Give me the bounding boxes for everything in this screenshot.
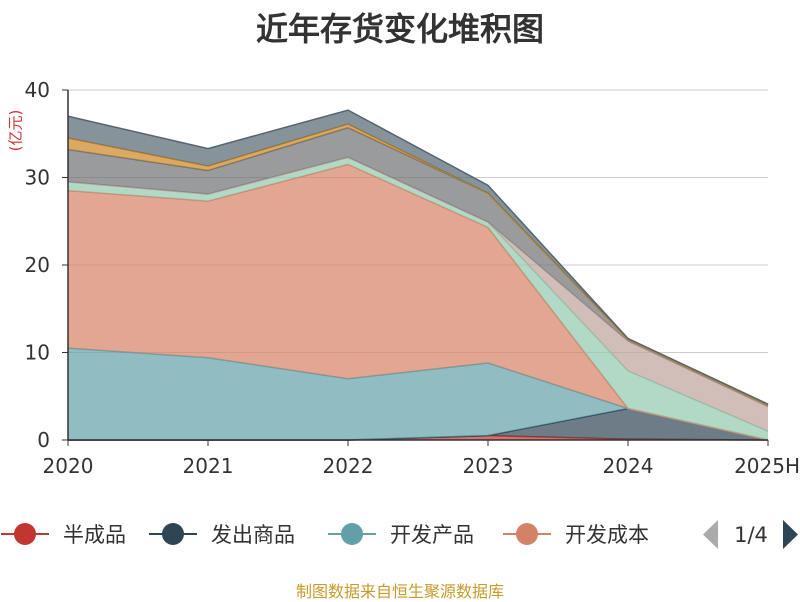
legend-marker-3: [516, 523, 538, 545]
legend-label-2: 开发产品: [390, 523, 474, 547]
y-tick-label-40: 40: [25, 78, 50, 102]
area-series-4: [68, 157, 768, 440]
y-tick-label-30: 30: [25, 166, 50, 190]
x-tick-label-2020: 2020: [43, 454, 94, 478]
legend-prev-page-icon[interactable]: [703, 520, 718, 549]
area-series-3: [68, 164, 768, 440]
line-series-8: [67, 109, 769, 405]
y-tick-label-0: 0: [37, 428, 50, 452]
area-series-1: [68, 408, 768, 440]
data-source-footer: 制图数据来自恒生聚源数据库: [295, 582, 504, 601]
legend-marker-1: [162, 523, 184, 545]
legend-page-indicator: 1/4: [734, 523, 768, 547]
area-layer: [67, 109, 769, 441]
area-series-8: [68, 110, 768, 405]
legend-next-page-icon[interactable]: [783, 520, 798, 549]
area-series-6: [68, 127, 768, 407]
legend-label-3: 开发成本: [565, 523, 649, 547]
x-tick-label-2024: 2024: [603, 454, 654, 478]
x-tick-label-2023: 2023: [463, 454, 514, 478]
x-tick-label-2022: 2022: [323, 454, 374, 478]
y-tick-label-20: 20: [25, 253, 50, 277]
axis-layer: 0 10 20 30 40 2020 2021 2022 2023 2024 2025H: [25, 78, 800, 478]
chart-title: 近年存货变化堆积图: [255, 10, 544, 48]
legend-marker-2: [341, 523, 363, 545]
x-tick-label-2021: 2021: [183, 454, 234, 478]
legend-marker-0: [14, 523, 36, 545]
area-series-2: [68, 348, 768, 440]
legend-label-0: 半成品: [63, 523, 126, 547]
legend-label-1: 发出商品: [211, 523, 295, 547]
legend: 半成品 发出商品 开发产品 开发成本 1/4: [1, 520, 798, 549]
x-tick-label-2025H: 2025H: [734, 454, 800, 478]
y-tick-label-10: 10: [25, 341, 50, 365]
